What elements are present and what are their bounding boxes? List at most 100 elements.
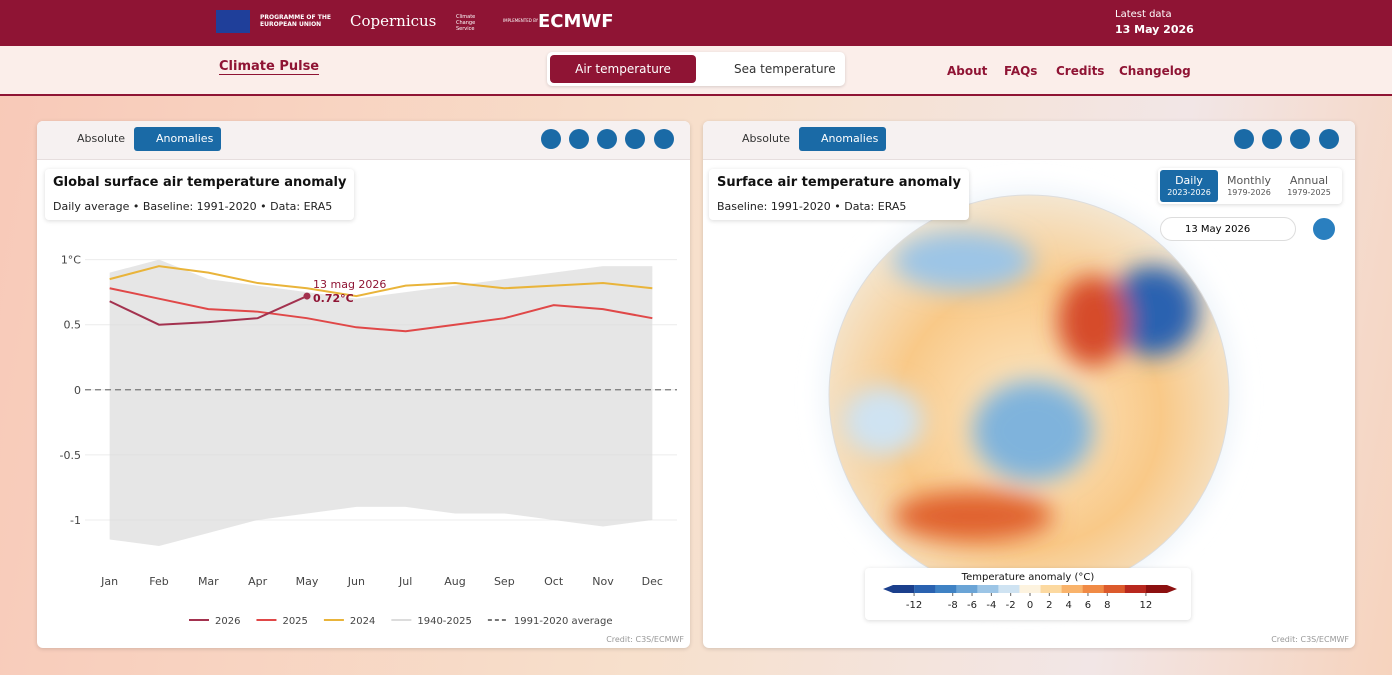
top-bar: PROGRAMME OF THE EUROPEAN UNION Copernic… xyxy=(0,0,1392,46)
range-band xyxy=(109,259,653,546)
colorbar-swatch xyxy=(935,585,957,593)
icon-button[interactable] xyxy=(1290,129,1310,149)
toggle-anomalies[interactable]: Anomalies xyxy=(799,127,887,151)
x-tick-label: Feb xyxy=(149,575,168,588)
colorbar-tick-label: 2 xyxy=(1046,600,1052,611)
legend-label: 2024 xyxy=(350,616,375,627)
toggle-absolute[interactable]: Absolute xyxy=(77,132,126,145)
colorbar-tick-label: 4 xyxy=(1065,600,1071,611)
colorbar-swatch xyxy=(914,585,936,593)
legend-label: 1940-2025 xyxy=(417,616,472,627)
x-tick-label: Jun xyxy=(347,575,365,588)
icon-button[interactable] xyxy=(625,129,645,149)
series-line xyxy=(109,287,653,333)
colorbar-arrow xyxy=(883,585,915,593)
icon-button[interactable] xyxy=(569,129,589,149)
nav-link[interactable]: Credits xyxy=(1056,64,1105,78)
toggle-anomalies[interactable]: Anomalies xyxy=(134,127,222,151)
left-panel: 1°C 0.5 0 -0.5 -1 Jan Feb Mar Apr May Jun Jul Aug Sep… xyxy=(37,121,690,648)
y-tick-label: 0 xyxy=(74,384,81,397)
globe-map xyxy=(823,189,1235,601)
colorbar-arrow xyxy=(1145,585,1177,593)
implemented: IMPLEMENTED BY xyxy=(503,18,539,23)
latest-date: 13 May 2026 xyxy=(1115,23,1194,36)
toggle-absolute[interactable]: Absolute xyxy=(742,132,791,145)
series-line xyxy=(109,265,653,298)
tab-air[interactable]: Air temperature xyxy=(550,55,696,83)
icon-button[interactable] xyxy=(654,129,674,149)
period-range: 1979-2025 xyxy=(1287,188,1331,197)
colorbar-card: Temperature anomaly (°C) -12 -8 -6 -4 -2 0 2 4 6… xyxy=(865,568,1191,620)
globe-button[interactable] xyxy=(1311,216,1337,242)
period-label: Annual xyxy=(1289,174,1329,187)
x-tick-label: Mar xyxy=(198,575,219,588)
icon-button[interactable] xyxy=(1319,129,1339,149)
nav-link[interactable]: Changelog xyxy=(1119,64,1191,78)
ccs-logo: Climate Change Service xyxy=(456,14,476,32)
tab-sea[interactable]: Sea temperature xyxy=(734,62,836,76)
y-tick-label: 1°C xyxy=(61,254,81,267)
x-tick-label: Jul xyxy=(398,575,412,588)
colorbar-tick-label: -12 xyxy=(906,600,922,611)
period-label: Monthly xyxy=(1226,174,1272,187)
x-tick-label: Dec xyxy=(642,575,663,588)
colorbar-swatch xyxy=(1082,585,1105,593)
nav-link[interactable]: About xyxy=(947,64,988,78)
x-tick-label: May xyxy=(296,575,319,588)
legend-label: 2026 xyxy=(215,616,240,627)
nav-link[interactable]: FAQs xyxy=(1004,64,1038,78)
icon-button[interactable] xyxy=(541,129,561,149)
colorbar-tick-label: 0 xyxy=(1027,600,1033,611)
legend-label: 2025 xyxy=(282,616,307,627)
title-card: Global surface air temperature anomaly Da… xyxy=(45,169,355,220)
x-tick-label: Sep xyxy=(494,575,515,588)
right-panel: Absolute Anomalies Surface air temperatu… xyxy=(703,121,1355,648)
annotation-date: 13 mag 2026 xyxy=(313,278,386,291)
colorbar-tick-label: -4 xyxy=(986,600,996,611)
period-button[interactable]: Daily 2023-2026 xyxy=(1160,170,1218,202)
legend-label: 1991-2020 average xyxy=(514,616,613,627)
x-tick-label: Nov xyxy=(592,575,614,588)
copernicus-logo: Copernicus xyxy=(350,12,437,30)
y-tick-label: -1 xyxy=(70,514,81,527)
x-tick-label: Oct xyxy=(544,575,564,588)
map-subtitle: Baseline: 1991-2020 • Data: ERA5 xyxy=(717,200,907,213)
title-card: Surface air temperature anomaly Baseline:… xyxy=(709,169,969,220)
colorbar-swatch xyxy=(1103,585,1126,593)
credit: Credit: C3S/ECMWF xyxy=(606,635,684,644)
x-tick-label: Apr xyxy=(248,575,268,588)
colorbar-tick-label: -8 xyxy=(948,600,958,611)
colorbar-swatch xyxy=(956,585,978,593)
colorbar-swatch xyxy=(1124,585,1147,593)
colorbar-swatch xyxy=(1019,585,1042,593)
colorbar-tick-label: 6 xyxy=(1085,600,1091,611)
colorbar-title: Temperature anomaly (°C) xyxy=(961,572,1095,583)
colorbar-swatch xyxy=(977,585,999,593)
icon-button[interactable] xyxy=(597,129,617,149)
colorbar: -12 -8 -6 -4 -2 0 2 4 6 8 12 xyxy=(883,585,1177,611)
colorbar-tick-label: -6 xyxy=(967,600,977,611)
brand[interactable]: Climate Pulse xyxy=(219,59,320,75)
period-label: Daily xyxy=(1175,174,1203,187)
x-tick-label: Aug xyxy=(444,575,465,588)
colorbar-swatch xyxy=(1061,585,1084,593)
period-range: 1979-2026 xyxy=(1227,188,1271,197)
colorbar-swatch xyxy=(998,585,1020,593)
eu-flag xyxy=(216,10,250,33)
period-button[interactable]: Monthly 1979-2026 xyxy=(1220,170,1278,202)
date-picker[interactable]: 13 May 2026 xyxy=(1160,217,1296,241)
latest-label: Latest data xyxy=(1115,9,1172,20)
period-button[interactable]: Annual 1979-2025 xyxy=(1280,170,1338,202)
y-tick-label: 0.5 xyxy=(64,319,82,332)
series-line xyxy=(109,295,308,326)
x-tick-label: Jan xyxy=(100,575,118,588)
chart-subtitle: Daily average • Baseline: 1991-2020 • Da… xyxy=(53,200,333,213)
map-title: Surface air temperature anomaly xyxy=(717,175,961,190)
icon-button[interactable] xyxy=(1262,129,1282,149)
colorbar-tick-label: -2 xyxy=(1006,600,1016,611)
annotation-point xyxy=(303,292,311,300)
colorbar-tick-label: 8 xyxy=(1104,600,1110,611)
y-tick-label: -0.5 xyxy=(60,449,81,462)
icon-button[interactable] xyxy=(1234,129,1254,149)
